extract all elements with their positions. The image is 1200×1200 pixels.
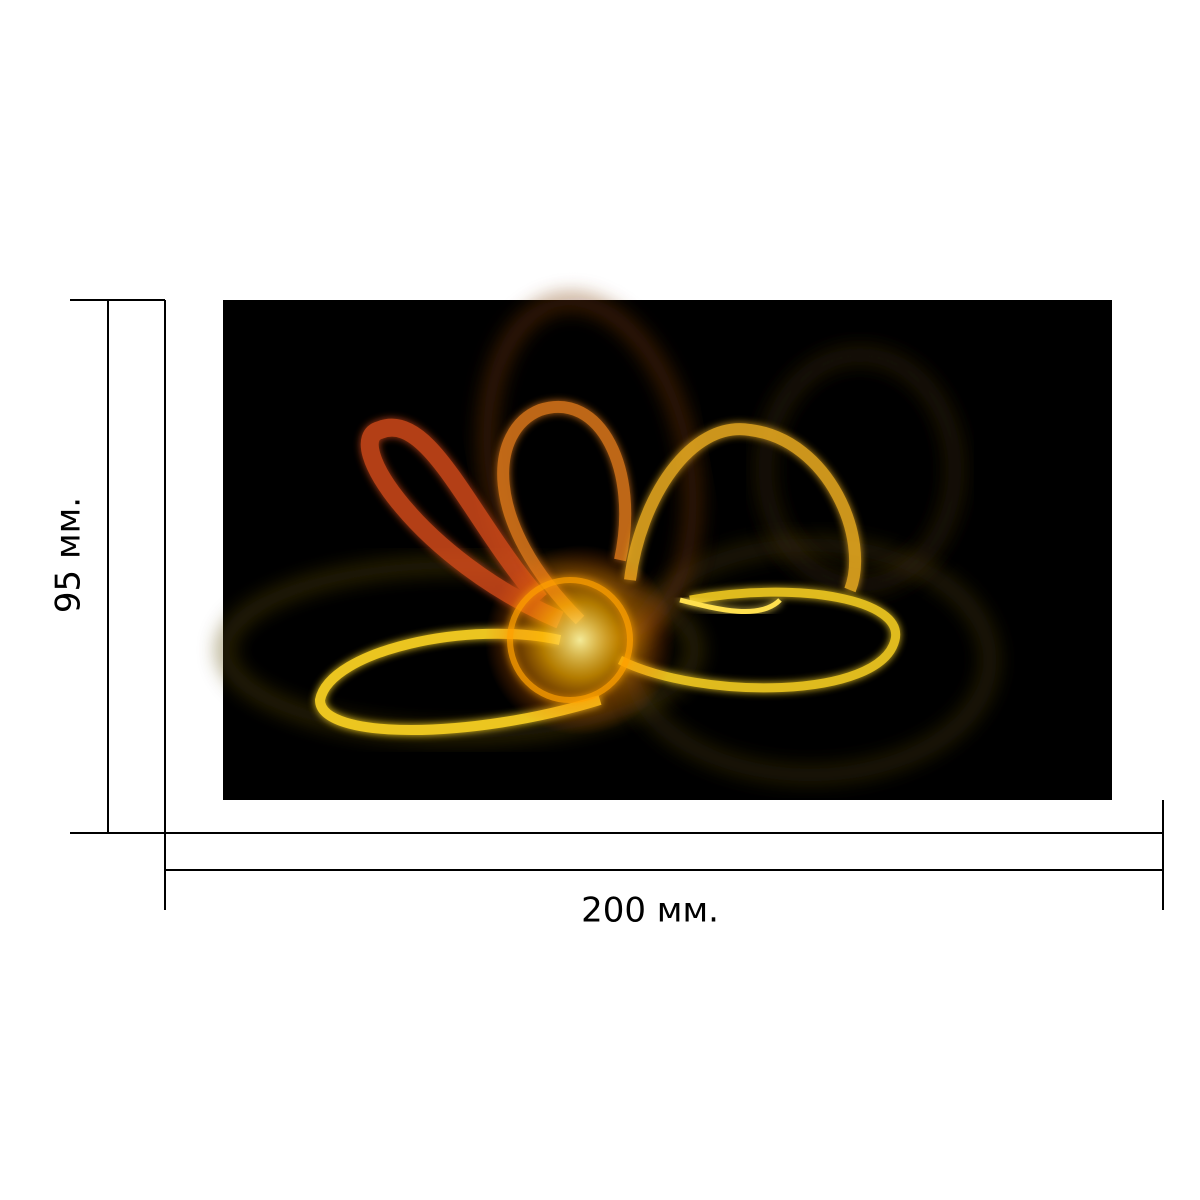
height-dimension: 95 мм. [49, 299, 166, 834]
width-label: 200 мм. [581, 891, 719, 931]
height-label: 95 мм. [49, 497, 89, 613]
light-swirls [218, 294, 998, 783]
width-dimension: 200 мм. [164, 800, 1164, 931]
artwork [218, 294, 1112, 800]
